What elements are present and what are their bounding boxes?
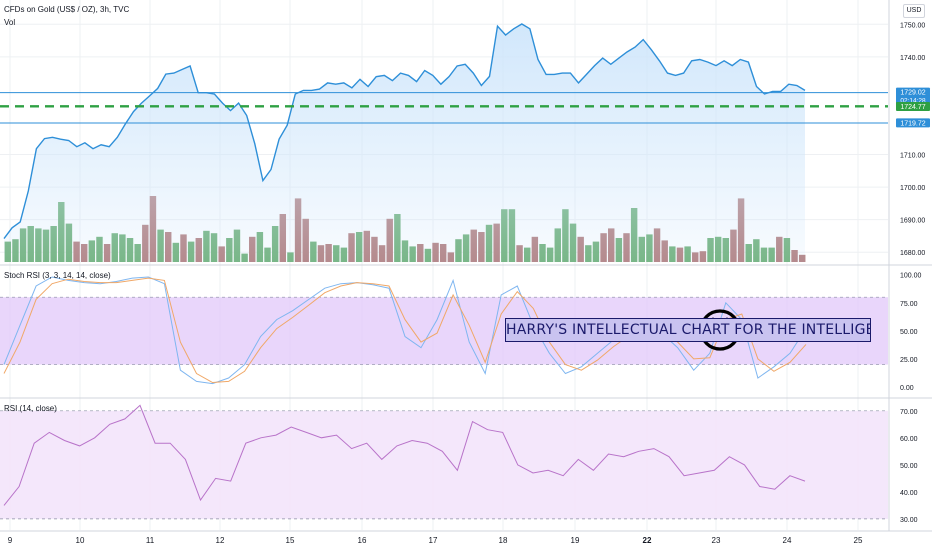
time-tick-label: 15: [286, 536, 295, 545]
time-tick-label: 16: [358, 536, 367, 545]
rsi-tick-label: 60.00: [900, 436, 918, 443]
annotation-text[interactable]: HARRY'S INTELLECTUAL CHART FOR THE INTEL…: [505, 318, 871, 342]
pane-separators: [0, 0, 932, 532]
stoch-k-line: [3, 276, 807, 385]
price-tick-label: 1740.00: [900, 55, 925, 62]
stoch-tick-label: 75.00: [900, 301, 918, 308]
currency-button[interactable]: USD: [903, 4, 925, 18]
price-tag-label: 1719.72: [900, 120, 925, 127]
time-tick-label: 24: [783, 536, 792, 545]
rsi-label: RSI (14, close): [4, 404, 57, 413]
time-tick-label: 10: [76, 536, 85, 545]
rsi-band: [0, 410, 888, 519]
price-series: [3, 23, 806, 262]
time-tick-label: 19: [571, 536, 580, 545]
price-tick-label: 1680.00: [900, 250, 925, 257]
time-tick-label: 25: [854, 536, 863, 545]
time-tick-label: 23: [712, 536, 721, 545]
price-tick-label: 1690.00: [900, 218, 925, 225]
time-tick-label: 9: [8, 536, 13, 545]
stoch-tick-label: 0.00: [900, 385, 914, 392]
price-scale[interactable]: 1680.00 1690.00 1700.00 1710.00 1740.00 1750.…: [900, 22, 925, 524]
price-tick-label: 1750.00: [900, 22, 925, 29]
rsi-tick-label: 40.00: [900, 490, 918, 497]
rsi-tick-label: 50.00: [900, 463, 918, 470]
price-area: [4, 24, 805, 262]
price-tag: [896, 118, 930, 128]
stoch-tick-label: 100.00: [900, 273, 922, 280]
rsi-tick-label: 70.00: [900, 409, 918, 416]
time-tick-label: 17: [429, 536, 438, 545]
stoch-tick-label: 50.00: [900, 329, 918, 336]
rsi-series: [3, 404, 806, 506]
price-tag-label: 1729.02: [900, 90, 925, 97]
volume-label: Vol: [4, 18, 16, 27]
time-tick-label: 18: [499, 536, 508, 545]
price-tick-label: 1710.00: [900, 153, 925, 160]
time-tick-label: 12: [216, 536, 225, 545]
countdown-label: 02:14:28: [900, 98, 926, 105]
price-tick-label: 1700.00: [900, 185, 925, 192]
price-tag: [896, 101, 930, 111]
rsi-tick-label: 30.00: [900, 517, 918, 524]
stoch-tick-label: 25.00: [900, 357, 918, 364]
price-horizontal-lines: [0, 92, 888, 124]
price-tag-label: 1724.77: [900, 104, 925, 111]
price-tag: [896, 87, 930, 106]
rsi-line: [3, 404, 806, 506]
chart-title: CFDs on Gold (US$ / OZ), 3h, TVC: [4, 5, 130, 14]
time-tick-label: 22: [643, 536, 652, 545]
time-tick-label: 11: [146, 536, 155, 545]
time-axis[interactable]: 9 10 11 12 15 16 17 18 19 22 23 24 25: [8, 536, 863, 545]
stoch-rsi-label: Stoch RSI (3, 3, 14, 14, close): [4, 271, 111, 280]
